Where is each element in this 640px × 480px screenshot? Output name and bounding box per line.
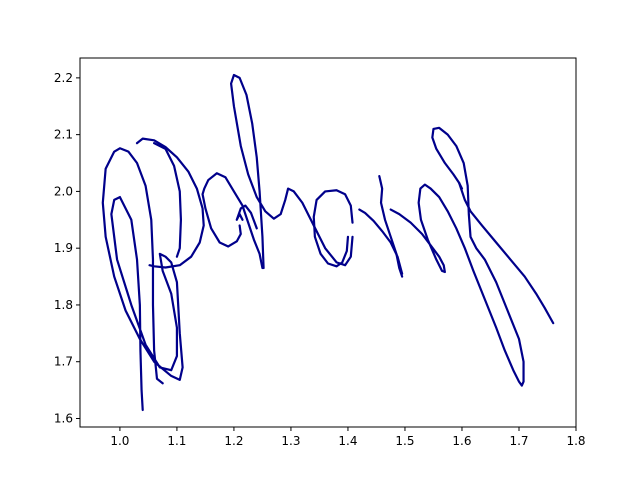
series-line-5: [235, 204, 258, 230]
x-tick-label: 1.2: [224, 434, 243, 448]
series-line-4: [201, 172, 264, 270]
series-line-2: [101, 147, 184, 412]
y-tick-label: 2.1: [54, 128, 73, 142]
y-tick-label: 2.0: [54, 184, 73, 198]
y-tick-label: 1.8: [54, 298, 73, 312]
y-axis: 1.6 1.7 1.8 1.9 2.0 2.1 2.2: [54, 71, 80, 425]
series-line-6: [229, 73, 354, 270]
x-tick-label: 1.7: [509, 434, 528, 448]
x-tick-label: 1.0: [110, 434, 129, 448]
series-line-8: [378, 174, 404, 278]
series-line-3: [153, 142, 183, 258]
x-axis: 1.0 1.1 1.2 1.3 1.4 1.5 1.6 1.7 1.8: [110, 427, 586, 448]
plot-lines: [101, 73, 555, 412]
x-tick-label: 1.3: [281, 434, 300, 448]
plot-frame: [79, 57, 577, 428]
x-tick-label: 1.5: [395, 434, 414, 448]
x-tick-label: 1.4: [338, 434, 357, 448]
y-tick-label: 1.9: [54, 241, 73, 255]
y-tick-label: 2.2: [54, 71, 73, 85]
series-line-11: [458, 181, 555, 325]
series-line-7: [312, 189, 354, 268]
series-line-9: [358, 208, 404, 275]
series-line-1: [135, 137, 205, 269]
x-tick-label: 1.1: [167, 434, 186, 448]
y-tick-label: 1.7: [54, 355, 73, 369]
y-tick-label: 1.6: [54, 411, 73, 425]
x-tick-label: 1.8: [566, 434, 585, 448]
x-tick-label: 1.6: [452, 434, 471, 448]
series-line-10: [389, 126, 525, 387]
